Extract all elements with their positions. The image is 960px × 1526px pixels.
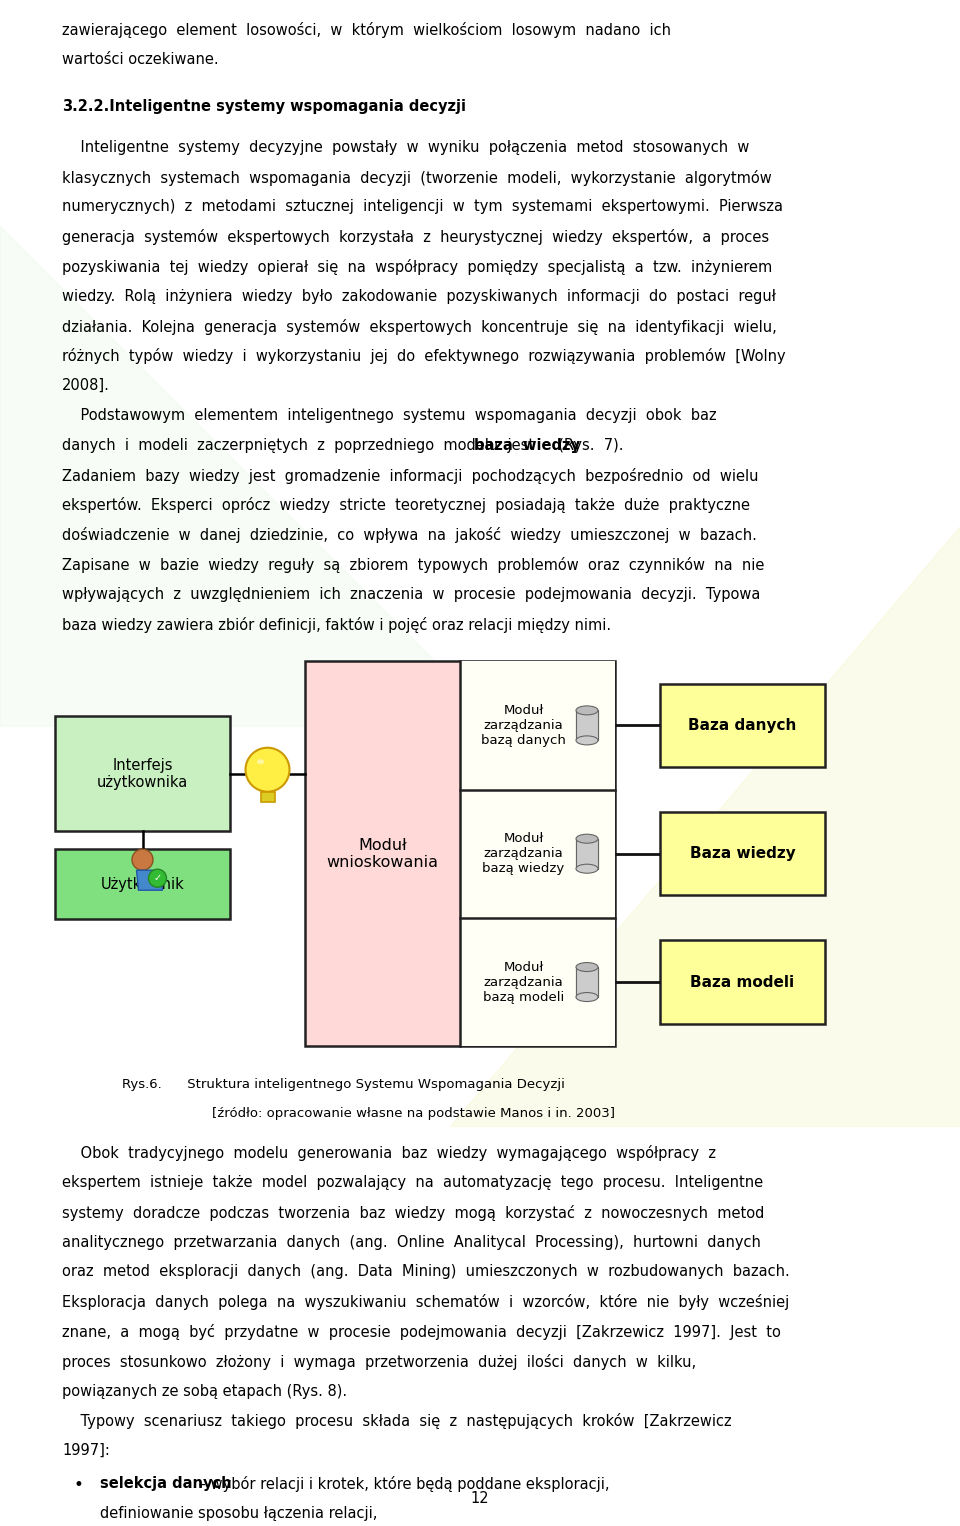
- Text: wiedzy.  Rolą  inżyniera  wiedzy  było  zakodowanie  pozyskiwanych  informacji  : wiedzy. Rolą inżyniera wiedzy było zakod…: [62, 288, 776, 304]
- Text: Moduł
zarządzania
bazą wiedzy: Moduł zarządzania bazą wiedzy: [482, 832, 564, 876]
- Text: analitycznego  przetwarzania  danych  (ang.  Online  Analitycal  Processing),  h: analitycznego przetwarzania danych (ang.…: [62, 1235, 761, 1250]
- Text: (Rys.  7).: (Rys. 7).: [549, 438, 624, 453]
- Text: powiązanych ze sobą etapach (Rys. 8).: powiązanych ze sobą etapach (Rys. 8).: [62, 1384, 348, 1399]
- Bar: [576, 711, 598, 740]
- Bar: [576, 967, 598, 996]
- Text: Moduł
zarządzania
bazą danych: Moduł zarządzania bazą danych: [481, 703, 566, 746]
- Text: oraz  metod  eksploracji  danych  (ang.  Data  Mining)  umieszczonych  w  rozbud: oraz metod eksploracji danych (ang. Data…: [62, 1265, 790, 1279]
- Text: 3.2.2.: 3.2.2.: [62, 99, 109, 114]
- Text: działania.  Kolejna  generacja  systemów  ekspertowych  koncentruje  się  na  id: działania. Kolejna generacja systemów ek…: [62, 319, 777, 334]
- Text: zawierającego  element  losowości,  w  którym  wielkościom  losowym  nadano  ich: zawierającego element losowości, w który…: [62, 21, 671, 38]
- Ellipse shape: [576, 707, 598, 714]
- Polygon shape: [450, 526, 960, 1126]
- Text: Interfejs
użytkownika: Interfejs użytkownika: [97, 757, 188, 790]
- FancyBboxPatch shape: [660, 812, 825, 896]
- FancyBboxPatch shape: [460, 917, 615, 1047]
- Text: Inteligentne systemy wspomagania decyzji: Inteligentne systemy wspomagania decyzji: [100, 99, 467, 114]
- Text: Rys.6.      Struktura inteligentnego Systemu Wspomagania Decyzji: Rys.6. Struktura inteligentnego Systemu …: [122, 1079, 564, 1091]
- Ellipse shape: [576, 992, 598, 1001]
- Polygon shape: [0, 226, 500, 726]
- Bar: [576, 839, 598, 868]
- Circle shape: [149, 870, 166, 887]
- Text: Inteligentne  systemy  decyzyjne  powstały  w  wyniku  połączenia  metod  stosow: Inteligentne systemy decyzyjne powstały …: [62, 140, 750, 154]
- FancyBboxPatch shape: [660, 940, 825, 1024]
- Ellipse shape: [576, 736, 598, 745]
- FancyBboxPatch shape: [660, 684, 825, 768]
- Text: doświadczenie  w  danej  dziedzinie,  co  wpływa  na  jakość  wiedzy  umieszczon: doświadczenie w danej dziedzinie, co wpł…: [62, 526, 756, 543]
- Text: Obok  tradycyjnego  modelu  generowania  baz  wiedzy  wymagającego  współpracy  : Obok tradycyjnego modelu generowania baz…: [62, 1144, 716, 1161]
- Text: definiowanie sposobu łączenia relacji,: definiowanie sposobu łączenia relacji,: [100, 1506, 377, 1521]
- FancyBboxPatch shape: [55, 716, 230, 832]
- Text: Typowy  scenariusz  takiego  procesu  składa  się  z  następujących  kroków  [Za: Typowy scenariusz takiego procesu składa…: [62, 1413, 732, 1430]
- Circle shape: [132, 848, 153, 870]
- Text: Moduł
wnioskowania: Moduł wnioskowania: [326, 838, 439, 870]
- Text: Zapisane  w  bazie  wiedzy  reguły  są  zbiorem  typowych  problemów  oraz  czyn: Zapisane w bazie wiedzy reguły są zbiore…: [62, 557, 764, 572]
- FancyBboxPatch shape: [55, 848, 230, 919]
- Text: klasycznych  systemach  wspomagania  decyzji  (tworzenie  modeli,  wykorzystanie: klasycznych systemach wspomagania decyzj…: [62, 169, 772, 186]
- Text: pozyskiwania  tej  wiedzy  opierał  się  na  współpracy  pomiędzy  specjalistą  : pozyskiwania tej wiedzy opierał się na w…: [62, 259, 772, 275]
- Text: •: •: [74, 1476, 84, 1494]
- Text: znane,  a  mogą  być  przydatne  w  procesie  podejmowania  decyzji  [Zakrzewicz: znane, a mogą być przydatne w procesie p…: [62, 1325, 780, 1340]
- Text: 2008].: 2008].: [62, 378, 109, 394]
- Ellipse shape: [576, 835, 598, 844]
- Text: ✓: ✓: [154, 873, 161, 884]
- Text: ekspertem  istnieje  także  model  pozwalający  na  automatyzację  tego  procesu: ekspertem istnieje także model pozwalają…: [62, 1175, 763, 1190]
- Polygon shape: [136, 870, 162, 890]
- FancyBboxPatch shape: [460, 789, 615, 917]
- Text: 12: 12: [470, 1491, 490, 1506]
- Text: różnych  typów  wiedzy  i  wykorzystaniu  jej  do  efektywnego  rozwiązywania  p: różnych typów wiedzy i wykorzystaniu jej…: [62, 348, 785, 365]
- Text: wartości oczekiwane.: wartości oczekiwane.: [62, 52, 219, 67]
- Text: systemy  doradcze  podczas  tworzenia  baz  wiedzy  mogą  korzystać  z  nowoczes: systemy doradcze podczas tworzenia baz w…: [62, 1206, 764, 1221]
- FancyBboxPatch shape: [305, 661, 615, 1047]
- Ellipse shape: [576, 864, 598, 873]
- Text: numerycznych)  z  metodami  sztucznej  inteligencji  w  tym  systemami  eksperto: numerycznych) z metodami sztucznej intel…: [62, 200, 783, 214]
- Ellipse shape: [576, 963, 598, 972]
- Text: selekcja danych: selekcja danych: [100, 1476, 231, 1491]
- Text: generacja  systemów  ekspertowych  korzystała  z  heurystycznej  wiedzy  ekspert: generacja systemów ekspertowych korzysta…: [62, 229, 769, 246]
- Text: proces  stosunkowo  złożony  i  wymaga  przetworzenia  dużej  ilości  danych  w : proces stosunkowo złożony i wymaga przet…: [62, 1354, 696, 1370]
- Ellipse shape: [257, 760, 264, 765]
- Text: Zadaniem  bazy  wiedzy  jest  gromadzenie  informacji  pochodzących  bezpośredni: Zadaniem bazy wiedzy jest gromadzenie in…: [62, 467, 758, 484]
- Text: Baza danych: Baza danych: [688, 717, 797, 732]
- Text: – wybór relacji i krotek, które będą poddane eksploracji,: – wybór relacji i krotek, które będą pod…: [194, 1476, 610, 1492]
- Text: 1997]:: 1997]:: [62, 1444, 109, 1459]
- Text: baza  wiedzy: baza wiedzy: [474, 438, 581, 453]
- Text: Użytkownik: Użytkownik: [101, 877, 184, 891]
- Text: baza wiedzy zawiera zbiór definicji, faktów i pojęć oraz relacji między nimi.: baza wiedzy zawiera zbiór definicji, fak…: [62, 617, 612, 632]
- Text: danych  i  modeli  zaczerpniętych  z  poprzedniego  modelu  jest: danych i modeli zaczerpniętych z poprzed…: [62, 438, 543, 453]
- Text: Baza modeli: Baza modeli: [690, 975, 795, 989]
- FancyBboxPatch shape: [460, 661, 615, 789]
- Text: Podstawowym  elementem  inteligentnego  systemu  wspomagania  decyzji  obok  baz: Podstawowym elementem inteligentnego sys…: [62, 407, 716, 423]
- Circle shape: [246, 748, 290, 792]
- Text: [źródło: opracowanie własne na podstawie Manos i in. 2003]: [źródło: opracowanie własne na podstawie…: [212, 1106, 615, 1120]
- Text: Eksploracja  danych  polega  na  wyszukiwaniu  schematów  i  wzorców,  które  ni: Eksploracja danych polega na wyszukiwani…: [62, 1294, 789, 1311]
- Text: ekspertów.  Eksperci  oprócz  wiedzy  stricte  teoretycznej  posiadają  także  d: ekspertów. Eksperci oprócz wiedzy strict…: [62, 497, 750, 513]
- Text: Moduł
zarządzania
bazą modeli: Moduł zarządzania bazą modeli: [483, 960, 564, 1004]
- Bar: [260, 792, 275, 801]
- Text: Baza wiedzy: Baza wiedzy: [689, 847, 796, 861]
- Text: wpływających  z  uwzględnieniem  ich  znaczenia  w  procesie  podejmowania  decy: wpływających z uwzględnieniem ich znacze…: [62, 586, 760, 601]
